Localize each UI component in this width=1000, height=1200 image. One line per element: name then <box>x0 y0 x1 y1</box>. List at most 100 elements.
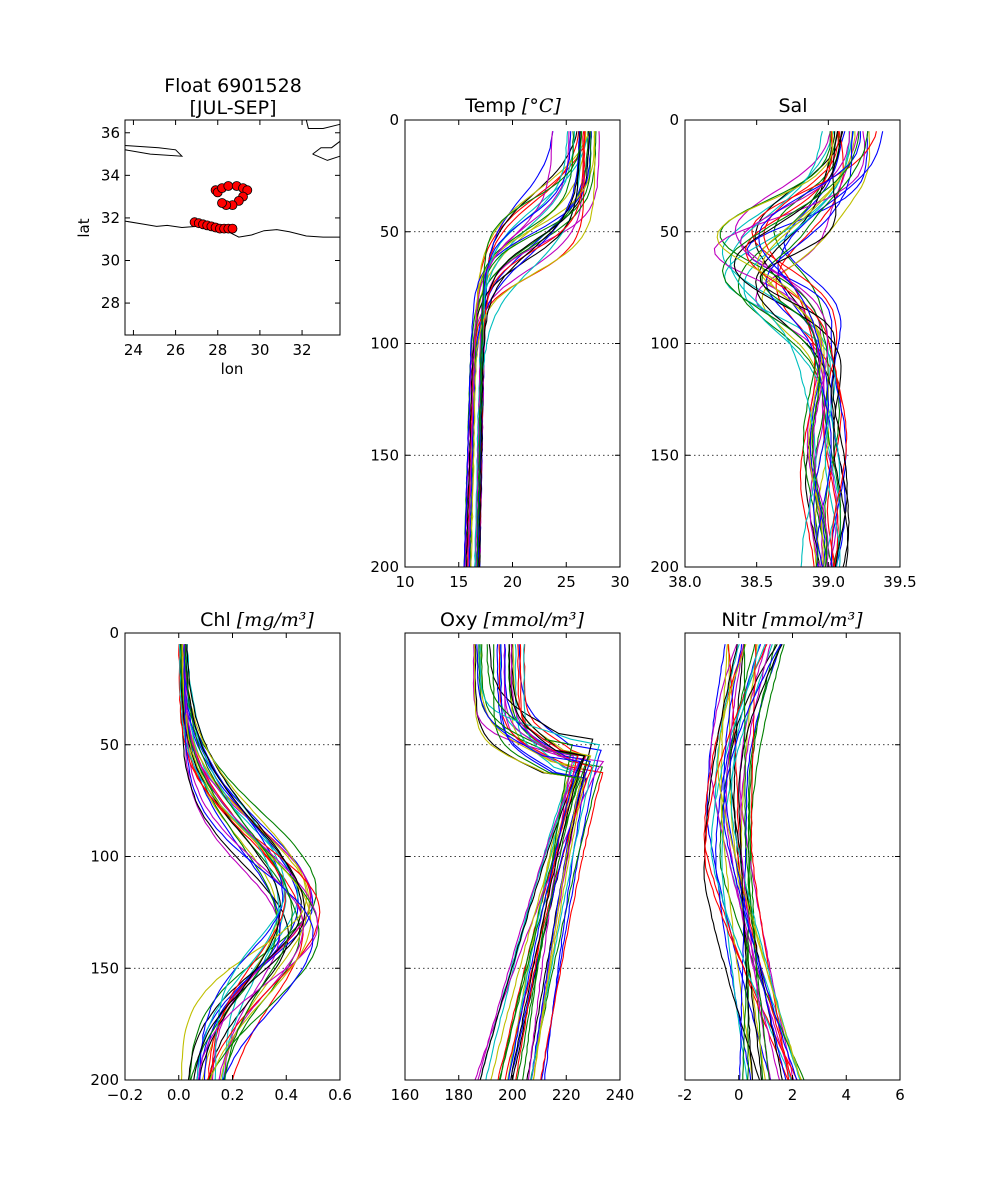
profile-line <box>180 644 286 1080</box>
y-tick-label: 50 <box>380 223 399 241</box>
coastline-segment <box>124 145 184 157</box>
x-tick-label: 25 <box>557 573 576 591</box>
profile-line <box>492 644 580 1080</box>
profile-line <box>186 644 287 1080</box>
profile-line <box>738 643 783 1080</box>
profile-line <box>507 644 604 1080</box>
profile-line <box>765 131 854 567</box>
profile-line <box>717 643 802 1080</box>
profile-line <box>504 644 591 1080</box>
salinity-panel: Sal 38.0 38.5 39.0 39.5 0 50 100 150 200 <box>650 95 916 591</box>
x-tick-label: -2 <box>678 1086 693 1104</box>
profile-line <box>723 644 787 1080</box>
profile-line <box>477 644 580 1080</box>
profile-line <box>739 644 771 1080</box>
y-tick-label: 100 <box>650 335 679 353</box>
profile-line <box>181 644 310 1080</box>
map-ticks: 24 26 28 30 32 28 30 32 34 36 <box>101 120 340 359</box>
profile-line <box>464 131 586 567</box>
coastline <box>124 119 341 238</box>
profile-line <box>474 131 576 567</box>
profile-line <box>475 131 570 567</box>
x-tick-label: 240 <box>606 1086 635 1104</box>
map-ylabel: lat <box>75 218 93 237</box>
x-tick-label: 15 <box>449 573 468 591</box>
x-tick-label: −0.2 <box>107 1086 143 1104</box>
map-y-tick-label: 34 <box>101 166 120 184</box>
map-y-tick-label: 36 <box>101 124 120 142</box>
profile-line <box>709 643 792 1080</box>
x-tick-label: 0.2 <box>221 1086 245 1104</box>
salinity-title: Sal <box>779 95 808 117</box>
profile-line <box>721 131 860 567</box>
coastline-segment <box>312 140 341 161</box>
profile-line <box>178 644 321 1080</box>
profile-line <box>742 644 785 1080</box>
profile-line <box>740 131 851 567</box>
x-tick-label: 200 <box>498 1086 527 1104</box>
map-x-tick-label: 30 <box>250 341 269 359</box>
profile-line <box>518 644 602 1080</box>
x-tick-label: 160 <box>391 1086 420 1104</box>
map-x-tick-label: 32 <box>293 341 312 359</box>
x-tick-label: 6 <box>895 1086 905 1104</box>
profile-line <box>476 131 583 567</box>
map-title-line1: Float 6901528 <box>164 75 302 97</box>
y-tick-label: 0 <box>389 111 399 129</box>
map-y-tick-label: 30 <box>101 251 120 269</box>
profile-line <box>739 643 782 1080</box>
profile-line <box>183 644 314 1080</box>
chlorophyll-title: Chl [mg/m³] <box>200 609 314 631</box>
nitrate-panel: Nitr [mmol/m³] -2 0 2 4 6 <box>678 609 905 1104</box>
x-tick-label: 0 <box>734 1086 744 1104</box>
profile-line <box>466 131 586 567</box>
float-position-marker <box>217 198 227 208</box>
profile-line <box>703 644 761 1080</box>
temperature-title: Temp [°C] <box>464 95 561 117</box>
profile-series-group <box>178 644 321 1080</box>
x-tick-label: 10 <box>395 573 414 591</box>
temperature-panel: Temp [°C] 10 15 20 25 30 0 50 100 150 200 <box>370 95 629 591</box>
profile-line <box>783 131 846 567</box>
profile-line <box>773 131 841 567</box>
nitrate-title: Nitr [mmol/m³] <box>721 609 863 631</box>
profile-line <box>724 131 850 567</box>
x-tick-label: 180 <box>444 1086 473 1104</box>
profile-line <box>183 644 319 1080</box>
x-tick-label: 38.5 <box>740 573 773 591</box>
profile-line <box>186 644 299 1080</box>
profile-line <box>737 131 842 567</box>
profile-line <box>465 131 580 567</box>
x-tick-label: 20 <box>503 573 522 591</box>
profile-series-group <box>703 643 805 1080</box>
profile-line <box>747 643 781 1080</box>
profile-line <box>759 131 848 567</box>
profile-line <box>179 644 282 1080</box>
y-tick-label: 150 <box>650 446 679 464</box>
map-x-tick-label: 24 <box>124 341 143 359</box>
profile-line <box>515 644 579 1080</box>
oxygen-title: Oxy [mmol/m³] <box>440 609 584 631</box>
profile-line <box>508 644 586 1080</box>
profile-line <box>468 131 581 567</box>
y-tick-label: 0 <box>669 111 679 129</box>
profile-series-group <box>463 130 600 567</box>
map-x-tick-label: 26 <box>166 341 185 359</box>
coastline-segment <box>124 220 340 238</box>
oxygen-panel: Oxy [mmol/m³] 160 180 200 220 240 <box>391 609 635 1104</box>
profile-line <box>721 131 842 567</box>
profile-line <box>716 131 834 567</box>
y-tick-label: 0 <box>109 624 119 642</box>
float-position-marker <box>223 181 234 191</box>
map-panel: Float 6901528 [JUL-SEP] 24 26 28 30 32 28 30 32… <box>75 75 341 378</box>
y-tick-label: 150 <box>370 446 399 464</box>
y-tick-label: 200 <box>370 558 399 576</box>
profile-line <box>184 644 293 1080</box>
map-x-tick-label: 28 <box>208 341 227 359</box>
profile-line <box>714 644 801 1080</box>
profile-line <box>184 644 306 1080</box>
y-tick-label: 100 <box>370 335 399 353</box>
coastline-segment <box>305 119 341 129</box>
x-tick-label: 220 <box>552 1086 581 1104</box>
